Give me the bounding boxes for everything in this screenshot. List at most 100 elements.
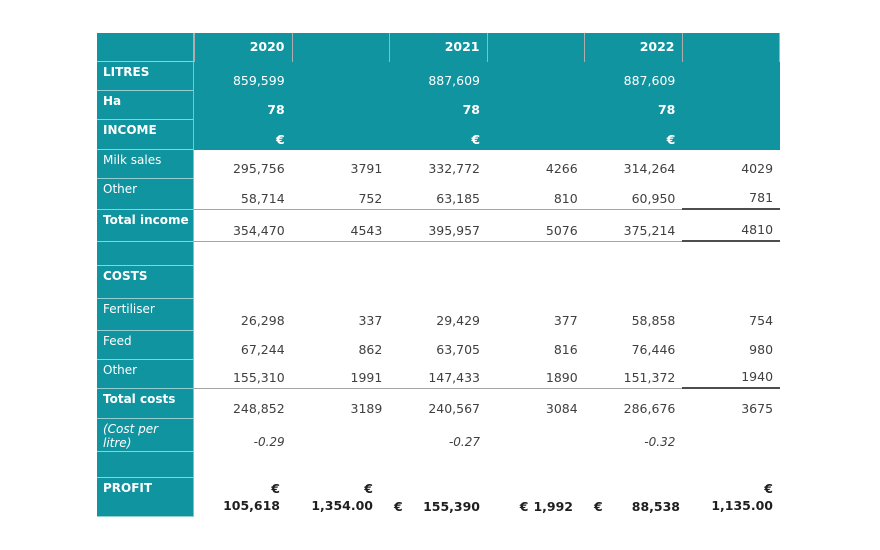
cell-otherinc-2020-sub: 752 [291, 179, 390, 210]
euro-symbol: € [764, 481, 773, 496]
row-label-fertiliser: Fertiliser [97, 299, 194, 331]
cell-totinc-2020: 354,470 [194, 210, 292, 242]
row-label-income: INCOME [97, 120, 194, 150]
row-label-cost-per-litre: (Cost per litre) [97, 419, 194, 452]
cell-cpl-2021: -0.27 [448, 435, 481, 449]
cell-totinc-2022-sub: 4810 [682, 210, 781, 242]
cell-othercost-2021-sub: 1890 [487, 360, 585, 389]
year-sub-blank [291, 33, 389, 62]
cell-othercost-2020-sub: 1991 [291, 360, 390, 389]
cell-blank [291, 120, 390, 150]
euro-symbol: € [519, 499, 529, 514]
cell-totcost-2022-sub: 3675 [741, 401, 774, 416]
cell-profit-2021: € 155,390 [380, 478, 487, 517]
cell-feed-2022-sub: 980 [749, 342, 774, 357]
cell-cpl-2022: -0.32 [644, 435, 676, 449]
cell-blank [487, 419, 585, 452]
cell-blank [682, 120, 781, 150]
cell-euro-2020: € [194, 120, 292, 150]
cell-otherinc-2022: 60,950 [584, 179, 683, 210]
cell-fert-2020-sub: 337 [358, 313, 383, 328]
row-label-ha: Ha [97, 91, 194, 120]
cell-othercost-2020: 155,310 [194, 360, 292, 389]
euro-symbol: € [594, 499, 603, 514]
cell-totcost-2020: 248,852 [232, 401, 285, 416]
row-total-costs: Total costs 248,852 3189 240,567 3084 28… [97, 389, 780, 419]
cell-blank [291, 91, 390, 120]
cell-litres-2022: 887,609 [584, 62, 683, 91]
row-milk-sales: Milk sales 295,756 3791 332,772 4266 314… [97, 150, 780, 179]
cell-profit-2020: € 105,618 [194, 478, 287, 517]
cell-blank [682, 62, 781, 91]
cell-profit-2020-sub: € 1,354.00 [287, 478, 380, 517]
row-litres: LITRES 859,599 887,609 887,609 [97, 62, 781, 91]
profit-value-2020-sub: 1,354.00 [311, 498, 373, 513]
spacer-label-cell [97, 452, 194, 478]
euro-symbol: € [394, 499, 403, 514]
cell-otherinc-2021: 63,185 [389, 179, 488, 210]
row-label-total-income: Total income [97, 210, 194, 242]
profit-value-2022: 88,538 [631, 499, 680, 514]
row-label-other-costs: Other [97, 360, 194, 389]
spacer-label-cell [97, 242, 194, 266]
row-costs-header: COSTS [97, 266, 780, 299]
cell-blank [682, 91, 781, 120]
profit-value-2021: 155,390 [423, 499, 480, 514]
cell-blank [487, 62, 585, 91]
row-profit: PROFIT € 105,618 € 1,354.00 € 155,390 € … [97, 478, 780, 517]
cell-euro-2022: € [584, 120, 683, 150]
cell-fert-2020: 26,298 [240, 313, 285, 328]
profit-value-2020: 105,618 [223, 498, 280, 513]
row-ha: Ha 78 78 78 [97, 91, 781, 120]
row-label-costs: COSTS [97, 266, 194, 299]
cell-totcost-2021: 240,567 [428, 401, 481, 416]
row-year-headers: 2020 2021 2022 [97, 33, 780, 62]
cell-milk-2021-sub: 4266 [545, 161, 578, 176]
cell-totinc-2020-sub: 4543 [291, 210, 390, 242]
cell-totcost-2022: 286,676 [623, 401, 676, 416]
year-header-2022: 2022 [584, 33, 682, 62]
cell-fert-2021: 29,429 [436, 313, 481, 328]
cell-profit-2022: € 88,538 [580, 478, 687, 517]
cell-milk-2021: 332,772 [428, 161, 481, 176]
spacer-cells [194, 242, 780, 266]
cell-blank [487, 120, 585, 150]
row-total-income: Total income 354,470 4543 395,957 5076 3… [97, 210, 781, 242]
cell-othercost-2021: 147,433 [389, 360, 488, 389]
row-label-other-income: Other [97, 179, 194, 210]
row-spacer [97, 452, 780, 478]
cell-blank [487, 91, 585, 120]
row-feed: Feed 67,244 862 63,705 816 76,446 980 [97, 331, 780, 360]
cell-ha-2020: 78 [194, 91, 292, 120]
row-label-profit: PROFIT [97, 478, 194, 517]
cell-blank [292, 419, 390, 452]
cell-otherinc-2021-sub: 810 [487, 179, 585, 210]
year-sub-blank [486, 33, 584, 62]
profit-value-2022-sub: 1,135.00 [711, 498, 773, 513]
cell-othercost-2022-sub: 1940 [682, 360, 781, 389]
cell-euro-2021: € [389, 120, 488, 150]
cell-feed-2020-sub: 862 [358, 342, 383, 357]
cell-feed-2020: 67,244 [240, 342, 285, 357]
cell-totinc-2021-sub: 5076 [487, 210, 585, 242]
corner-blank-cell [97, 33, 194, 62]
row-label-milk-sales: Milk sales [97, 150, 194, 179]
cell-litres-2020: 859,599 [194, 62, 292, 91]
cell-profit-2021-sub: € 1,992 [487, 478, 580, 517]
row-other-costs: Other 155,310 1991 147,433 1890 151,372 … [97, 360, 781, 389]
cell-milk-2020: 295,756 [232, 161, 285, 176]
row-label-total-costs: Total costs [97, 389, 194, 419]
row-income-header: INCOME € € € [97, 120, 781, 150]
cell-feed-2022: 76,446 [631, 342, 676, 357]
cell-fert-2022-sub: 754 [749, 313, 774, 328]
year-sub-blank [681, 33, 780, 62]
row-cost-per-litre: (Cost per litre) -0.29 -0.27 -0.32 [97, 419, 780, 452]
cell-profit-2022-sub: € 1,135.00 [687, 478, 780, 517]
cell-othercost-2022: 151,372 [584, 360, 683, 389]
row-spacer [97, 242, 780, 266]
profit-value-2021-sub: 1,992 [533, 499, 573, 514]
cell-totinc-2021: 395,957 [389, 210, 488, 242]
cell-blank [291, 62, 390, 91]
row-label-feed: Feed [97, 331, 194, 360]
cell-milk-2022: 314,264 [623, 161, 676, 176]
